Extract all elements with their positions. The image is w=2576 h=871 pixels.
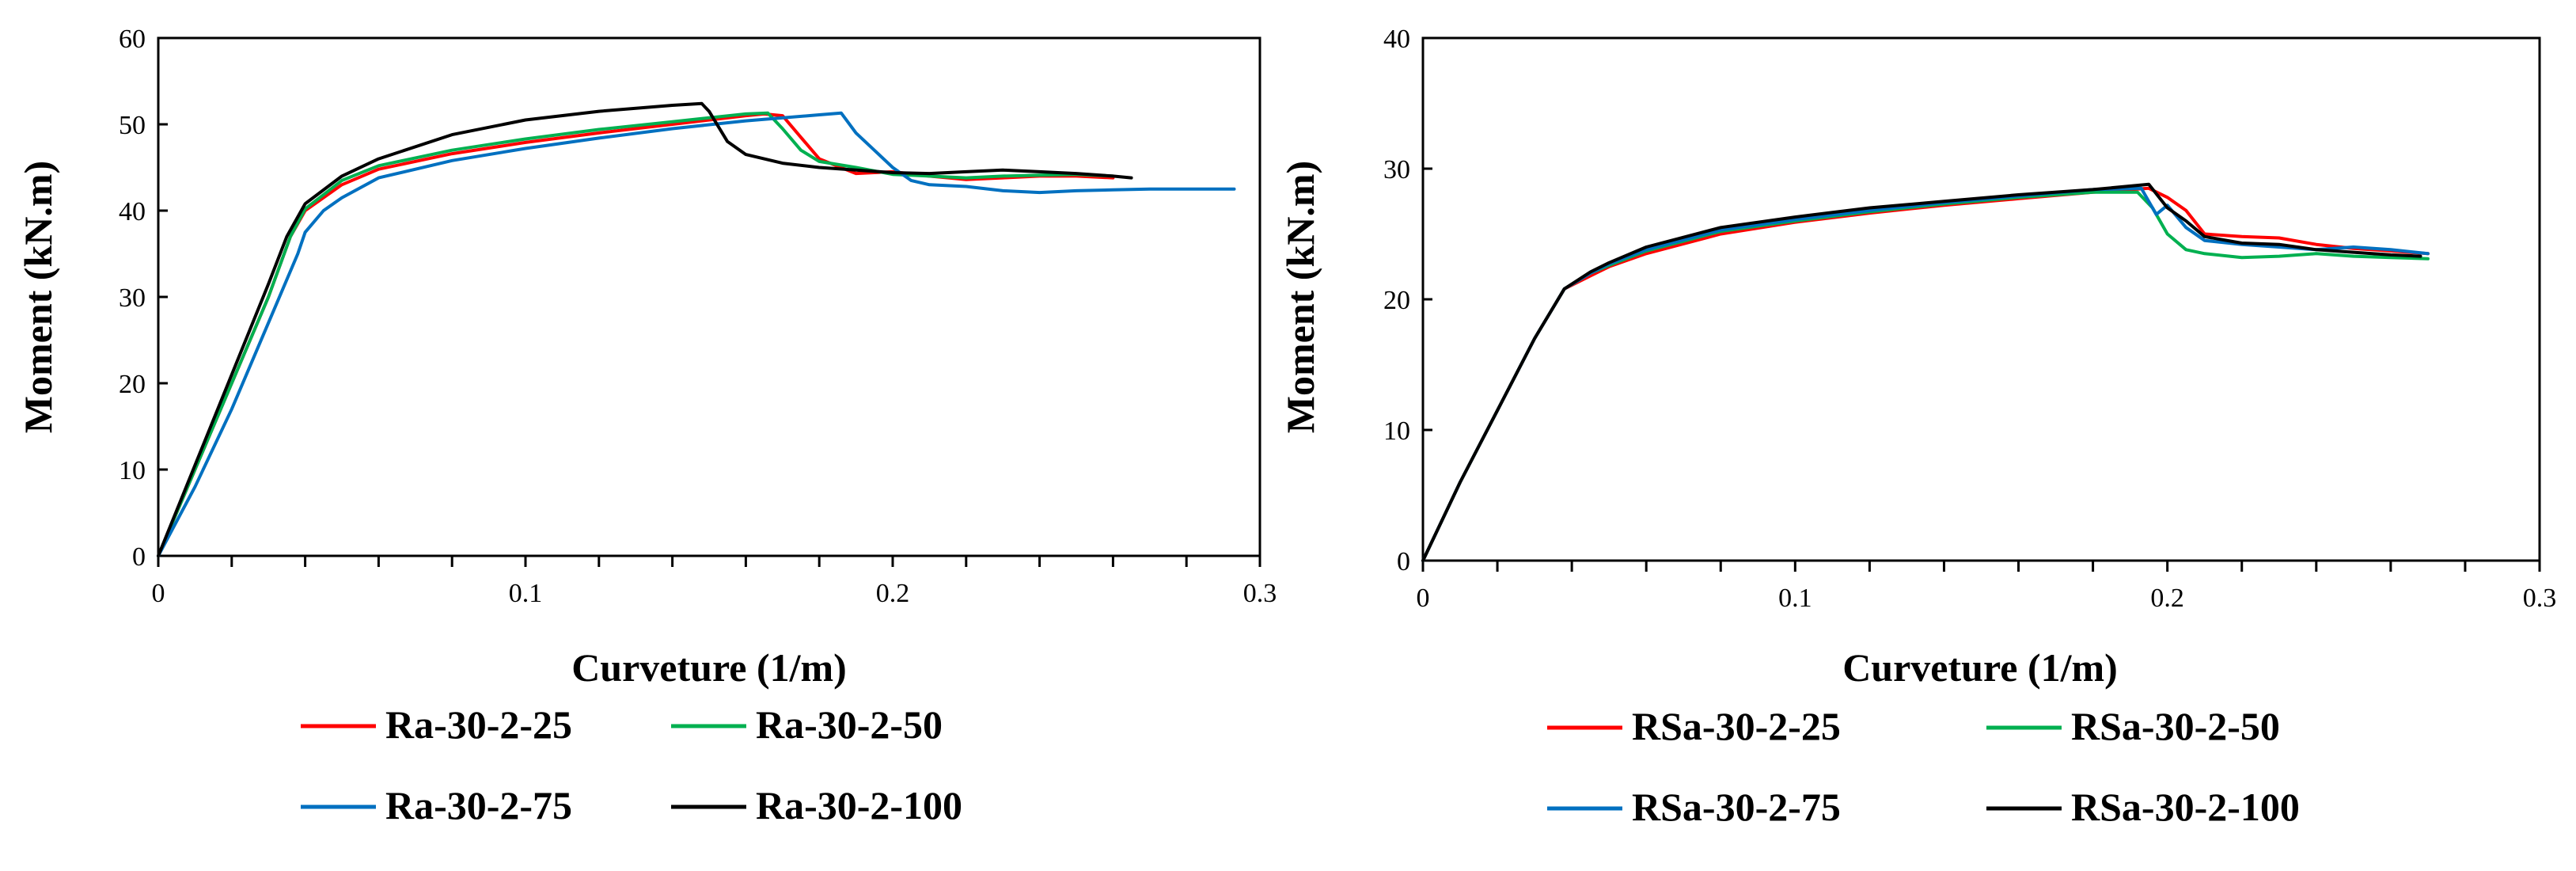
series-line-Ra-30-2-100 xyxy=(157,101,1133,557)
legend-label: Ra-30-2-100 xyxy=(756,783,962,827)
y-tick-label: 10 xyxy=(1383,416,1410,446)
chart-left: 0 10 20 30 40 50 60 0 0.1 0.2 0.3 Moment (kN.m) C… xyxy=(16,25,1277,827)
chart-right: 0 10 20 30 40 0 0.1 0.2 0.3 Moment (kN.m) Curve… xyxy=(1278,25,2556,829)
plot-area-frame xyxy=(1421,36,2541,562)
legend-item-RSa-30-2-75: RSa-30-2-75 xyxy=(1547,785,1841,829)
y-axis-ticks: 0 10 20 30 40 50 60 xyxy=(119,25,168,572)
x-axis-ticks: 0 0.1 0.2 0.3 xyxy=(1417,561,2557,613)
y-tick-label: 40 xyxy=(119,197,146,226)
legend-label: RSa-30-2-50 xyxy=(2071,704,2280,748)
x-tick-label: 0 xyxy=(152,579,165,608)
y-axis-title: Moment (kN.m) xyxy=(1278,161,1322,433)
x-tick-label: 0.1 xyxy=(509,579,543,608)
legend-item-RSa-30-2-25: RSa-30-2-25 xyxy=(1547,704,1841,748)
y-axis-ticks: 0 10 20 30 40 xyxy=(1383,25,1432,576)
y-tick-label: 10 xyxy=(119,456,146,485)
x-tick-label: 0.2 xyxy=(876,579,910,608)
x-tick-label: 0.1 xyxy=(1778,584,1812,613)
legend-item-Ra-30-2-100: Ra-30-2-100 xyxy=(671,783,962,827)
series-lines xyxy=(1421,182,2430,562)
y-tick-label: 60 xyxy=(119,25,146,54)
legend-item-Ra-30-2-25: Ra-30-2-25 xyxy=(301,702,572,747)
y-tick-label: 30 xyxy=(119,283,146,313)
legend-label: Ra-30-2-75 xyxy=(385,783,572,827)
legend-label: Ra-30-2-50 xyxy=(756,702,943,747)
legend-item-RSa-30-2-50: RSa-30-2-50 xyxy=(1986,704,2280,748)
x-tick-label: 0 xyxy=(1417,584,1430,613)
legend: RSa-30-2-25 RSa-30-2-50 RSa-30-2-75 RSa-30-… xyxy=(1547,704,2300,829)
legend: Ra-30-2-25 Ra-30-2-50 Ra-30-2-75 Ra-30-2-10… xyxy=(301,702,962,827)
series-line-Ra-30-2-25 xyxy=(157,112,1115,557)
y-tick-label: 30 xyxy=(1383,155,1410,184)
plot-area-frame xyxy=(157,36,1261,557)
legend-item-Ra-30-2-50: Ra-30-2-50 xyxy=(671,702,943,747)
series-line-RSa-30-2-100 xyxy=(1421,182,2422,562)
y-axis-title: Moment (kN.m) xyxy=(16,161,60,433)
y-tick-label: 20 xyxy=(119,370,146,399)
legend-label: Ra-30-2-25 xyxy=(385,702,572,747)
legend-label: RSa-30-2-75 xyxy=(1632,785,1841,829)
x-axis-title: Curveture (1/m) xyxy=(571,645,847,690)
x-tick-label: 0.3 xyxy=(1243,579,1277,608)
legend-item-Ra-30-2-75: Ra-30-2-75 xyxy=(301,783,572,827)
series-line-Ra-30-2-50 xyxy=(157,111,1115,557)
legend-item-RSa-30-2-100: RSa-30-2-100 xyxy=(1986,785,2300,829)
x-tick-label: 0.2 xyxy=(2150,584,2184,613)
x-axis-title: Curveture (1/m) xyxy=(1842,645,2118,690)
x-axis-ticks: 0 0.1 0.2 0.3 xyxy=(152,556,1277,608)
y-tick-label: 40 xyxy=(1383,25,1410,54)
y-tick-label: 0 xyxy=(1397,547,1410,576)
legend-label: RSa-30-2-100 xyxy=(2071,785,2300,829)
series-lines xyxy=(157,101,1236,557)
x-tick-label: 0.3 xyxy=(2523,584,2557,613)
legend-label: RSa-30-2-25 xyxy=(1632,704,1841,748)
y-tick-label: 50 xyxy=(119,111,146,140)
y-tick-label: 20 xyxy=(1383,286,1410,315)
y-tick-label: 0 xyxy=(132,542,146,572)
series-line-Ra-30-2-75 xyxy=(157,111,1236,557)
